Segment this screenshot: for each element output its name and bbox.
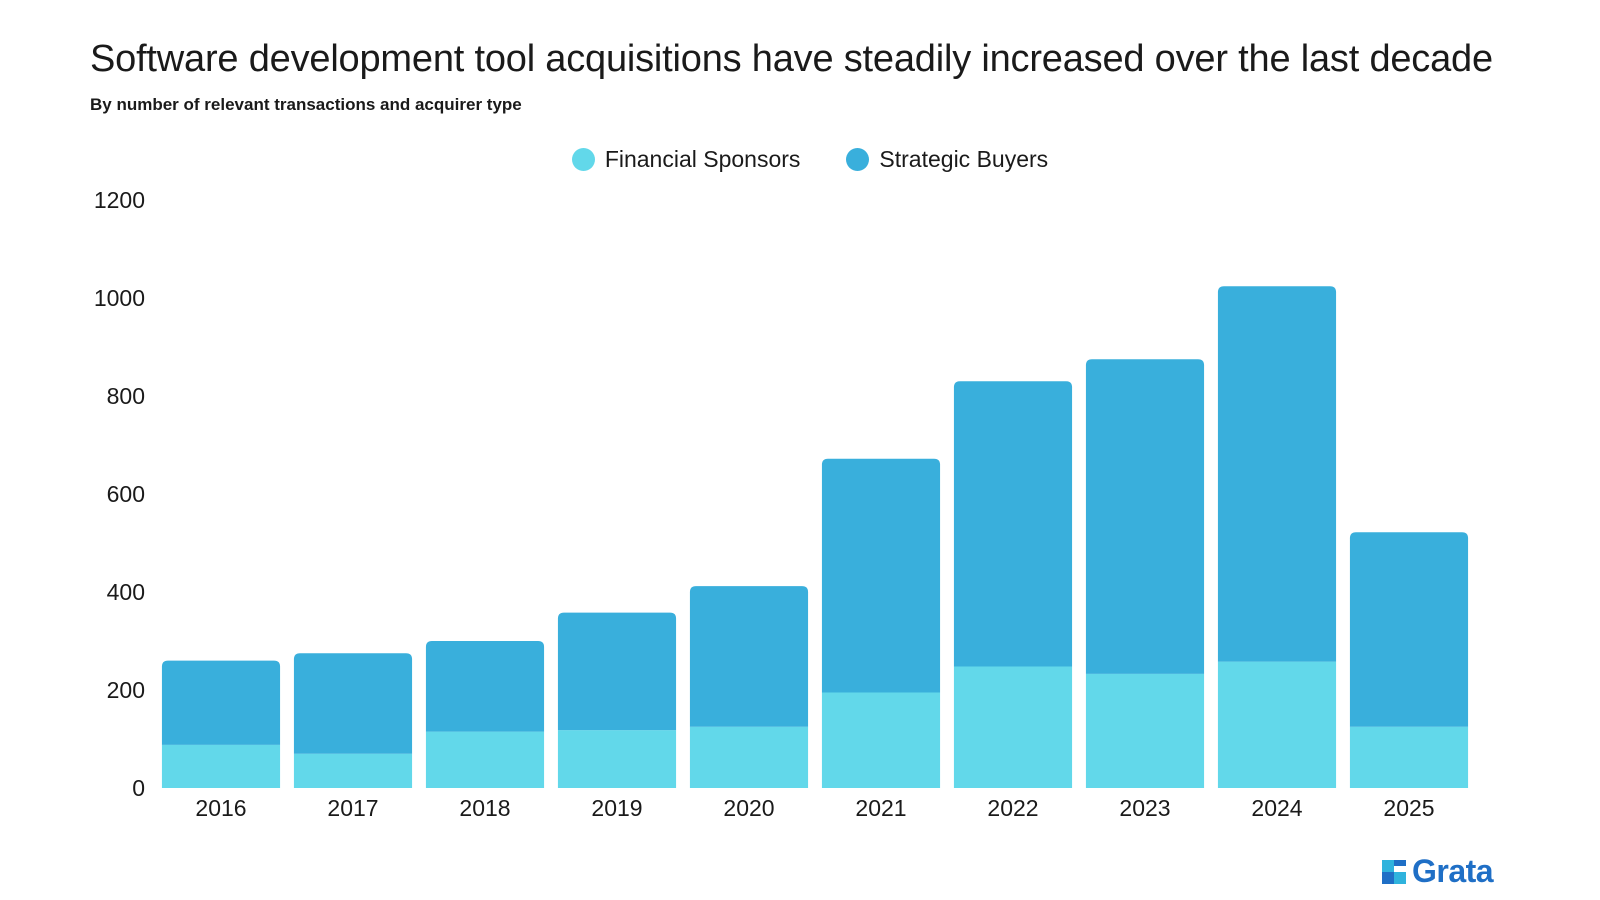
y-tick-label: 600 — [107, 481, 145, 507]
legend-label-strategic-buyers: Strategic Buyers — [879, 146, 1049, 172]
bar-financial-sponsors-2021 — [821, 692, 941, 788]
legend-swatch-strategic-buyers — [846, 148, 870, 171]
grata-logo-text: Grata — [1412, 853, 1494, 889]
x-tick-label: 2016 — [195, 795, 246, 821]
bar-strategic-buyers-2020 — [689, 586, 809, 727]
bar-strategic-buyers-2025 — [1349, 532, 1469, 727]
legend-label-financial-sponsors: Financial Sponsors — [604, 146, 801, 172]
bar-financial-sponsors-2025 — [1349, 726, 1469, 788]
legend-item-strategic-buyers: Strategic Buyers — [846, 146, 1048, 173]
x-tick-label: 2021 — [855, 795, 906, 821]
bar-strategic-buyers-2019 — [557, 612, 677, 731]
x-tick-label: 2019 — [591, 795, 642, 821]
bar-financial-sponsors-2016 — [161, 744, 281, 788]
legend-swatch-financial-sponsors — [571, 148, 595, 171]
bar-financial-sponsors-2022 — [953, 666, 1073, 788]
y-tick-label: 800 — [107, 383, 145, 409]
legend-item-financial-sponsors: Financial Sponsors — [571, 146, 801, 173]
chart-legend: Financial Sponsors Strategic Buyers — [0, 146, 1600, 173]
bar-financial-sponsors-2017 — [293, 753, 413, 788]
bar-strategic-buyers-2017 — [293, 653, 413, 754]
chart-title: Software development tool acquisitions h… — [90, 38, 1493, 80]
y-tick-label: 1000 — [94, 285, 145, 311]
y-tick-label: 400 — [107, 579, 145, 605]
bar-financial-sponsors-2019 — [557, 730, 677, 788]
bar-strategic-buyers-2024 — [1217, 286, 1337, 662]
bar-financial-sponsors-2023 — [1085, 673, 1205, 788]
bar-financial-sponsors-2018 — [425, 731, 545, 788]
bar-strategic-buyers-2023 — [1085, 359, 1205, 674]
bar-strategic-buyers-2016 — [161, 660, 281, 745]
bar-strategic-buyers-2021 — [821, 458, 941, 693]
grata-logo-icon — [1382, 859, 1406, 884]
x-tick-label: 2022 — [987, 795, 1038, 821]
chart-subtitle: By number of relevant transactions and a… — [90, 95, 522, 114]
y-tick-label: 0 — [132, 775, 145, 801]
x-tick-label: 2025 — [1383, 795, 1434, 821]
x-tick-label: 2023 — [1119, 795, 1170, 821]
y-tick-label: 200 — [107, 677, 145, 703]
bar-strategic-buyers-2018 — [425, 641, 545, 732]
bar-financial-sponsors-2024 — [1217, 661, 1337, 788]
x-tick-label: 2018 — [459, 795, 510, 821]
x-tick-label: 2024 — [1251, 795, 1302, 821]
bar-strategic-buyers-2022 — [953, 381, 1073, 667]
grata-logo: Grata — [1382, 853, 1494, 890]
y-tick-label: 1200 — [94, 187, 145, 213]
bar-financial-sponsors-2020 — [689, 726, 809, 788]
x-tick-label: 2017 — [327, 795, 378, 821]
x-tick-label: 2020 — [723, 795, 774, 821]
